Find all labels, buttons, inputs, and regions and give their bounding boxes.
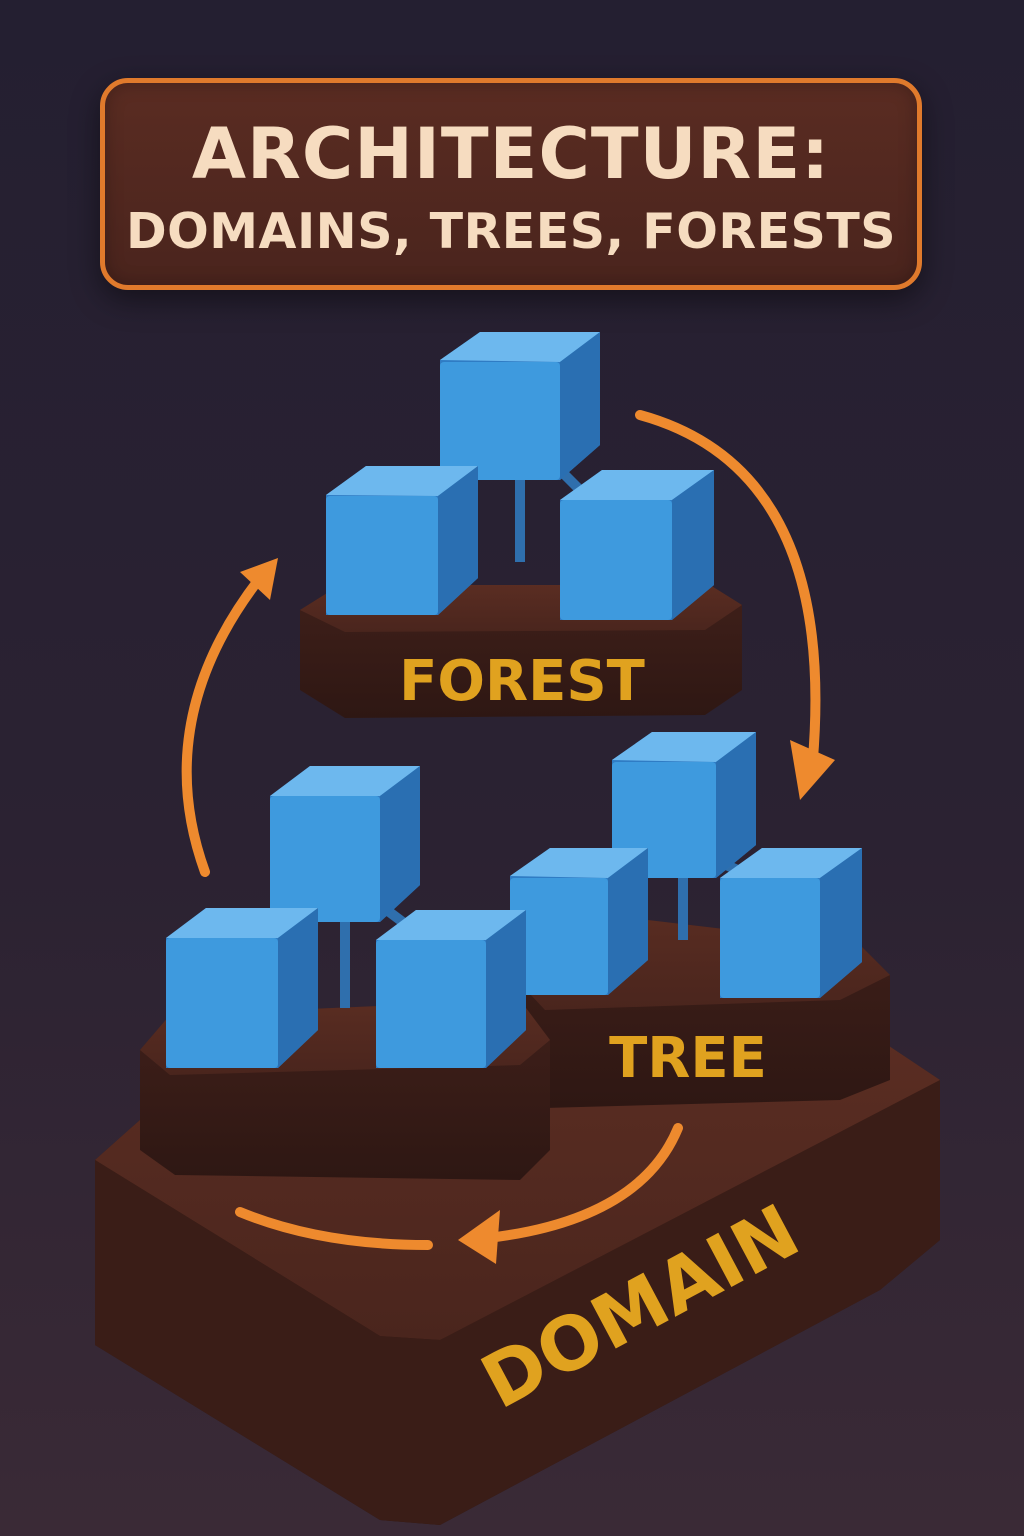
cube-icon (326, 466, 478, 615)
cube-icon (166, 908, 318, 1068)
domain-arrow-head-icon (458, 1210, 500, 1264)
forest-label: FOREST (399, 649, 645, 714)
cube-icon (440, 332, 600, 480)
left-tree-cubes (166, 766, 526, 1068)
arrow-head-icon (240, 558, 278, 600)
cube-icon (270, 766, 420, 922)
arrow-head-icon (790, 740, 835, 800)
tree-to-forest-arrow (181, 558, 278, 877)
forest-to-tree-arrow (635, 410, 835, 800)
title-banner: ARCHITECTURE: DOMAINS, TREES, FORESTS (100, 78, 922, 290)
cube-icon (376, 910, 526, 1068)
title-line-1: ARCHITECTURE: (191, 113, 831, 195)
forest-tree-cubes (326, 332, 714, 620)
tree-label: TREE (609, 1026, 767, 1091)
title-line-2: DOMAINS, TREES, FORESTS (125, 203, 897, 260)
right-tree-cubes (510, 732, 862, 998)
domain-cycle-arrow (235, 1123, 683, 1264)
cube-icon (612, 732, 756, 878)
cube-icon (510, 848, 648, 995)
cube-icon (720, 848, 862, 998)
cube-icon (560, 470, 714, 620)
